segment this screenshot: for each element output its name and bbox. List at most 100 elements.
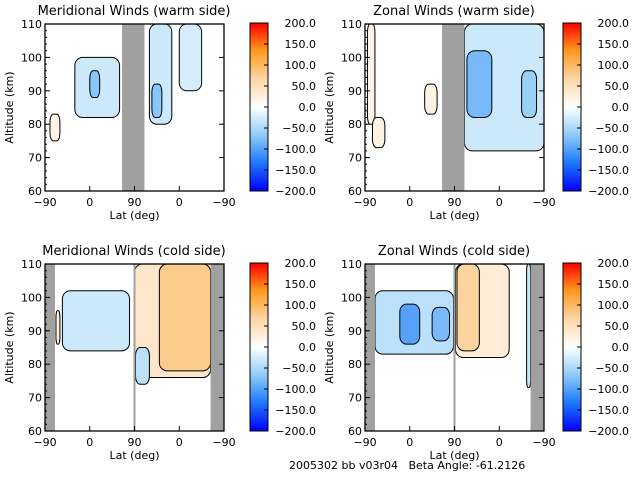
contour-region xyxy=(151,83,163,119)
plot-title: Zonal Winds (cold side) xyxy=(378,244,530,259)
colorbar-tick-label: −200.0 xyxy=(275,185,316,198)
colorbar-tick-label: −150.0 xyxy=(275,164,316,177)
x-tick-label: 0 xyxy=(406,436,413,449)
y-tick-label: 70 xyxy=(348,152,362,165)
contour-region xyxy=(49,113,61,142)
colorbar-tick-label: −50.0 xyxy=(595,122,629,135)
x-tick-label: −90 xyxy=(33,436,56,449)
x-tick-label: 0 xyxy=(496,196,503,209)
plot-title: Meridional Winds (cold side) xyxy=(42,244,225,259)
x-tick-label: −90 xyxy=(212,196,235,209)
colorbar-tick-label: 100.0 xyxy=(598,299,630,312)
y-tick-label: 70 xyxy=(28,152,42,165)
data-gap xyxy=(122,24,145,191)
contour-region xyxy=(399,303,421,345)
contour-region xyxy=(456,264,480,352)
x-tick-label: 90 xyxy=(128,196,142,209)
contour-region xyxy=(178,24,203,92)
contour-region xyxy=(55,310,61,345)
colorbar-tick-label: 100.0 xyxy=(285,59,317,72)
colorbar-2: 200.0 150.0 100.0 50.0 0.0 −50.0 −100.0 −150.0 −… xyxy=(249,257,317,438)
panel-2: Meridional Winds (cold side) 60 70 80 90 100 1… xyxy=(3,244,236,462)
y-tick-label: 100 xyxy=(21,51,42,64)
colorbar-tick-label: 150.0 xyxy=(598,278,630,291)
colorbar-tick-label: −100.0 xyxy=(275,143,316,156)
contour-region xyxy=(134,347,150,385)
colorbar-tick-label: −200.0 xyxy=(588,185,629,198)
colorbar-tick-label: −50.0 xyxy=(282,122,316,135)
y-tick-label: 80 xyxy=(28,118,42,131)
contour-region xyxy=(89,70,101,98)
x-tick-label: −90 xyxy=(532,436,555,449)
colorbar-tick-label: −150.0 xyxy=(588,404,629,417)
colorbar-tick-label: 150.0 xyxy=(285,38,317,51)
y-tick-label: 80 xyxy=(28,358,42,371)
contour-region xyxy=(61,290,131,352)
x-tick-label: 90 xyxy=(128,436,142,449)
y-tick-label: 100 xyxy=(341,291,362,304)
plot-area xyxy=(366,24,544,191)
y-tick-label: 70 xyxy=(28,392,42,405)
colorbar-tick-label: −150.0 xyxy=(588,164,629,177)
plot-title: Meridional Winds (warm side) xyxy=(38,4,231,19)
x-axis-label: Lat (deg) xyxy=(110,449,160,462)
data-gap xyxy=(453,264,456,431)
colorbar-3: 200.0 150.0 100.0 50.0 0.0 −50.0 −100.0 −150.0 −… xyxy=(562,257,630,438)
colorbar-tick-label: 100.0 xyxy=(285,299,317,312)
colorbar-tick-label: −100.0 xyxy=(588,383,629,396)
x-axis-label: Lat (deg) xyxy=(430,449,480,462)
colorbar-tick-label: 0.0 xyxy=(299,101,317,114)
colorbar-tick-label: −200.0 xyxy=(275,425,316,438)
colorbar-tick-label: 50.0 xyxy=(605,320,630,333)
panel-1: Zonal Winds (warm side) 60 70 80 90 100 110 −90… xyxy=(323,4,556,222)
colorbar-0: 200.0 150.0 100.0 50.0 0.0 −50.0 −100.0 −150.0 −… xyxy=(249,17,317,198)
y-tick-label: 100 xyxy=(21,291,42,304)
x-tick-label: 0 xyxy=(406,196,413,209)
colorbar-tick-label: −100.0 xyxy=(275,383,316,396)
x-tick-label: −90 xyxy=(353,436,376,449)
y-tick-label: 80 xyxy=(348,118,362,131)
colorbar-tick-label: 50.0 xyxy=(292,320,317,333)
colorbar-tick-label: 150.0 xyxy=(598,38,630,51)
x-tick-label: 0 xyxy=(86,196,93,209)
y-tick-label: 60 xyxy=(348,185,362,198)
x-axis-label: Lat (deg) xyxy=(430,209,480,222)
data-gap xyxy=(530,264,544,431)
contour-region xyxy=(371,117,386,149)
colorbar-tick-label: 200.0 xyxy=(598,257,630,270)
colorbar-tick-label: 0.0 xyxy=(612,101,630,114)
plot-area xyxy=(49,24,203,191)
y-axis-label: Altitude (km) xyxy=(3,71,16,143)
y-tick-label: 110 xyxy=(21,18,42,31)
y-tick-label: 110 xyxy=(341,18,362,31)
y-tick-label: 60 xyxy=(348,425,362,438)
x-tick-label: −90 xyxy=(353,196,376,209)
x-tick-label: −90 xyxy=(212,436,235,449)
colorbar-tick-label: −150.0 xyxy=(275,404,316,417)
contour-region xyxy=(366,24,376,125)
colorbar-tick-label: −50.0 xyxy=(282,362,316,375)
colorbar-tick-label: 150.0 xyxy=(285,278,317,291)
footer-caption: 2005302 bb v03r04 Beta Angle: -61.2126 xyxy=(289,459,526,472)
y-tick-label: 110 xyxy=(341,258,362,271)
contour-region xyxy=(521,70,538,119)
x-tick-label: −90 xyxy=(33,196,56,209)
contour-region xyxy=(466,50,493,119)
y-tick-label: 70 xyxy=(348,392,362,405)
colorbar-tick-label: −50.0 xyxy=(595,362,629,375)
x-tick-label: −90 xyxy=(532,196,555,209)
data-gap xyxy=(365,264,375,431)
x-tick-label: 0 xyxy=(86,436,93,449)
plot-area xyxy=(365,264,544,431)
data-gap xyxy=(210,264,224,431)
y-tick-label: 100 xyxy=(341,51,362,64)
x-axis-label: Lat (deg) xyxy=(110,209,160,222)
colorbar-tick-label: −200.0 xyxy=(588,425,629,438)
y-tick-label: 80 xyxy=(348,358,362,371)
y-tick-label: 110 xyxy=(21,258,42,271)
y-tick-label: 90 xyxy=(28,85,42,98)
x-tick-label: 0 xyxy=(176,196,183,209)
colorbar-tick-label: 100.0 xyxy=(598,59,630,72)
colorbar-tick-label: −100.0 xyxy=(588,143,629,156)
y-tick-label: 60 xyxy=(28,185,42,198)
